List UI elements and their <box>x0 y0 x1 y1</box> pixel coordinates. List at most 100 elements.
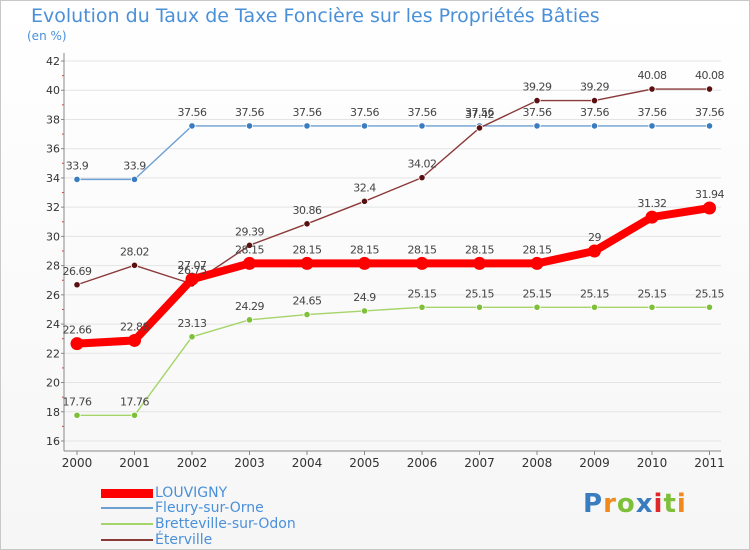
data-label: 25.15 <box>638 287 667 300</box>
x-tick-label: 2005 <box>349 456 380 470</box>
data-point <box>358 256 371 270</box>
data-label: 24.65 <box>293 295 322 308</box>
data-label: 25.15 <box>523 287 552 300</box>
x-tick-label: 2002 <box>177 456 208 470</box>
data-point <box>245 316 254 324</box>
data-label: 25.15 <box>408 287 437 300</box>
data-point <box>130 175 139 183</box>
brand-letter: P <box>583 489 604 519</box>
data-point <box>530 256 544 270</box>
data-point <box>130 261 139 269</box>
data-label: 28.02 <box>120 245 149 258</box>
data-label: 37.42 <box>465 108 494 121</box>
data-point <box>533 97 541 105</box>
data-point <box>130 411 139 419</box>
data-label: 37.56 <box>465 106 494 119</box>
data-point <box>245 122 254 130</box>
data-point <box>188 122 196 130</box>
data-label: 27.07 <box>178 259 207 272</box>
data-label: 37.56 <box>293 106 322 119</box>
data-label: 40.08 <box>638 69 667 82</box>
data-label: 28.15 <box>235 243 264 256</box>
y-tick-label: 26 <box>46 289 60 302</box>
legend-item-fleury-sur-orne: Fleury-sur-Orne <box>101 501 264 515</box>
series-line-1 <box>76 125 711 181</box>
data-label: 34.02 <box>408 158 437 171</box>
y-tick-label: 20 <box>46 377 60 390</box>
legend-swatch <box>101 539 153 541</box>
x-tick-label: 2000 <box>62 456 93 470</box>
data-label: 24.29 <box>235 300 264 313</box>
data-label: 28.15 <box>293 243 322 256</box>
data-point <box>590 303 599 311</box>
brand-letter: i <box>653 489 664 519</box>
data-label: 37.56 <box>695 106 724 119</box>
data-label: 32.4 <box>353 181 376 194</box>
legend-label: Fleury-sur-Orne <box>155 500 264 516</box>
data-point <box>245 241 254 249</box>
x-tick-label: 2010 <box>637 456 668 470</box>
data-label: 28.15 <box>350 243 379 256</box>
data-label: 28.15 <box>408 243 437 256</box>
data-point <box>475 124 484 132</box>
data-label: 31.32 <box>638 197 667 210</box>
data-label: 25.15 <box>580 287 609 300</box>
data-point <box>300 256 314 270</box>
y-tick-label: 22 <box>46 347 60 360</box>
data-label: 28.15 <box>465 243 494 256</box>
data-point <box>533 303 541 311</box>
data-label: 22.88 <box>120 320 149 333</box>
series-line-3 <box>76 88 711 286</box>
x-tick-label: 2008 <box>522 456 553 470</box>
legend-item-bretteville-sur-odon: Bretteville-sur-Odon <box>101 517 296 531</box>
chart-title: Evolution du Taux de Taxe Foncière sur l… <box>31 5 600 27</box>
data-point <box>128 333 141 347</box>
data-point <box>648 303 656 311</box>
legend-label: Éterville <box>155 532 213 548</box>
data-point <box>648 122 656 130</box>
data-point <box>705 303 714 311</box>
data-point <box>645 210 659 224</box>
series-line-2 <box>76 306 711 416</box>
data-label: 25.15 <box>465 287 494 300</box>
brand-letter: i <box>676 489 687 519</box>
brand-letter: r <box>603 489 617 519</box>
brand-letter: t <box>663 489 677 519</box>
legend-swatch <box>101 523 153 525</box>
brand-letter: o <box>616 489 636 519</box>
data-point <box>303 122 311 130</box>
data-point <box>303 220 311 228</box>
data-point <box>415 256 429 270</box>
y-axis-unit: (en %) <box>27 29 67 43</box>
data-label: 28.15 <box>523 243 552 256</box>
x-tick-label: 2004 <box>292 456 323 470</box>
data-label: 40.08 <box>695 69 724 82</box>
legend-swatch <box>101 507 153 509</box>
data-point <box>418 174 426 182</box>
y-tick-label: 34 <box>46 172 60 185</box>
data-point <box>360 307 369 315</box>
legend-item-louvigny: LOUVIGNY <box>101 486 227 500</box>
data-label: 37.56 <box>235 106 264 119</box>
data-point <box>705 122 714 130</box>
y-tick-label: 18 <box>46 406 60 419</box>
data-label: 22.66 <box>63 324 92 337</box>
data-label: 17.76 <box>120 395 149 408</box>
data-label: 39.29 <box>580 81 609 94</box>
legend-label: LOUVIGNY <box>155 485 228 501</box>
x-tick-label: 2009 <box>579 456 610 470</box>
data-point <box>705 85 714 93</box>
data-point <box>303 310 311 319</box>
data-point <box>360 197 369 205</box>
data-point <box>185 272 199 286</box>
legend-swatch <box>101 488 153 498</box>
data-point <box>73 281 81 289</box>
data-point <box>703 201 716 215</box>
data-label: 23.13 <box>178 317 207 330</box>
brand-logo: Proxiti <box>583 489 687 519</box>
data-point <box>418 122 426 130</box>
data-point <box>73 411 81 419</box>
data-label: 37.56 <box>523 106 552 119</box>
